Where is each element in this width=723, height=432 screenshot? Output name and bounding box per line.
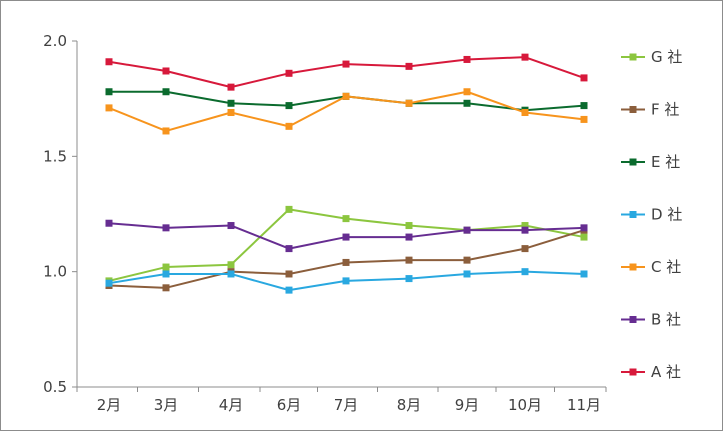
y-tick-label: 1.0 <box>43 263 67 281</box>
data-point <box>521 245 529 253</box>
data-point <box>105 58 113 66</box>
legend-label: D 社 <box>651 206 682 224</box>
y-tick-label: 2.0 <box>43 32 67 50</box>
legend-label: B 社 <box>651 311 681 329</box>
legend-label: F 社 <box>651 101 679 119</box>
data-point <box>405 222 413 230</box>
legend-swatch-marker <box>629 316 637 323</box>
data-point <box>285 270 293 278</box>
data-point <box>105 88 113 96</box>
legend-item: B 社 <box>621 311 681 329</box>
data-point <box>162 224 170 232</box>
data-point <box>227 270 235 278</box>
x-tick-label: 9月 <box>455 396 480 414</box>
data-point <box>227 83 235 91</box>
y-tick-label: 1.5 <box>43 147 67 165</box>
legend-item: F 社 <box>621 101 679 119</box>
y-tick-label: 0.5 <box>43 378 67 396</box>
x-tick-label: 10月 <box>508 396 542 414</box>
x-tick-label: 8月 <box>397 396 422 414</box>
legend-label: A 社 <box>651 363 681 381</box>
data-point <box>227 261 235 269</box>
series-3 <box>105 268 588 294</box>
data-point <box>521 109 529 117</box>
data-point <box>227 99 235 107</box>
legend-item: C 社 <box>621 258 681 276</box>
data-point <box>463 226 471 234</box>
legend-swatch-marker <box>629 263 637 271</box>
data-point <box>105 279 113 287</box>
series-4 <box>105 88 588 135</box>
data-point <box>342 258 350 266</box>
data-point <box>580 115 588 123</box>
series-layer <box>105 53 588 294</box>
data-point <box>105 104 113 112</box>
legend-item: A 社 <box>621 363 681 381</box>
data-point <box>463 99 471 107</box>
data-point <box>162 263 170 271</box>
data-point <box>405 275 413 283</box>
data-point <box>285 205 293 213</box>
data-point <box>463 55 471 63</box>
data-point <box>162 88 170 96</box>
data-point <box>580 74 588 82</box>
data-point <box>342 215 350 223</box>
data-point <box>463 88 471 96</box>
data-point <box>405 256 413 264</box>
data-point <box>342 60 350 68</box>
legend-swatch-marker <box>629 53 637 61</box>
data-point <box>342 233 350 241</box>
data-point <box>285 286 293 294</box>
data-point <box>521 222 529 230</box>
data-point <box>521 226 529 234</box>
legend-item: D 社 <box>621 206 682 224</box>
data-point <box>463 256 471 264</box>
data-point <box>580 102 588 110</box>
data-point <box>580 233 588 241</box>
data-point <box>162 284 170 292</box>
data-point <box>227 222 235 230</box>
data-point <box>580 270 588 278</box>
data-point <box>342 92 350 100</box>
data-point <box>405 99 413 107</box>
legend-label: C 社 <box>651 258 681 276</box>
data-point <box>227 109 235 117</box>
legend-item: E 社 <box>621 153 680 171</box>
x-tick-label: 3月 <box>154 396 179 414</box>
series-5 <box>105 219 588 253</box>
data-point <box>162 67 170 75</box>
data-point <box>521 268 529 276</box>
data-point <box>105 219 113 227</box>
x-tick-label: 6月 <box>277 396 302 414</box>
series-6 <box>105 53 588 91</box>
data-point <box>405 233 413 241</box>
x-tick-label: 2月 <box>97 396 122 414</box>
legend-label: G 社 <box>651 48 682 66</box>
data-point <box>162 270 170 278</box>
data-point <box>162 127 170 135</box>
axes: 0.5 1.0 1.5 2.0 2月 3月 4月 6月 7月 8月 9月 10月 11月 <box>43 32 607 414</box>
legend-swatch-marker <box>629 158 637 166</box>
legend-item: G 社 <box>621 48 682 66</box>
x-tick-label: 7月 <box>334 396 359 414</box>
data-point <box>285 69 293 77</box>
data-point <box>285 122 293 130</box>
data-point <box>285 245 293 253</box>
data-point <box>342 277 350 285</box>
legend-swatch-marker <box>629 106 637 113</box>
legend-swatch-marker <box>629 368 637 376</box>
data-point <box>405 62 413 70</box>
x-tick-label: 11月 <box>567 396 601 414</box>
legend: G 社 F 社 E 社 D 社 C 社 B 社 A 社 <box>621 48 682 381</box>
data-point <box>463 270 471 278</box>
data-point <box>521 53 529 61</box>
data-point <box>580 224 588 232</box>
data-point <box>285 102 293 110</box>
x-tick-label: 4月 <box>219 396 244 414</box>
legend-swatch-marker <box>629 211 637 218</box>
legend-label: E 社 <box>651 153 680 171</box>
